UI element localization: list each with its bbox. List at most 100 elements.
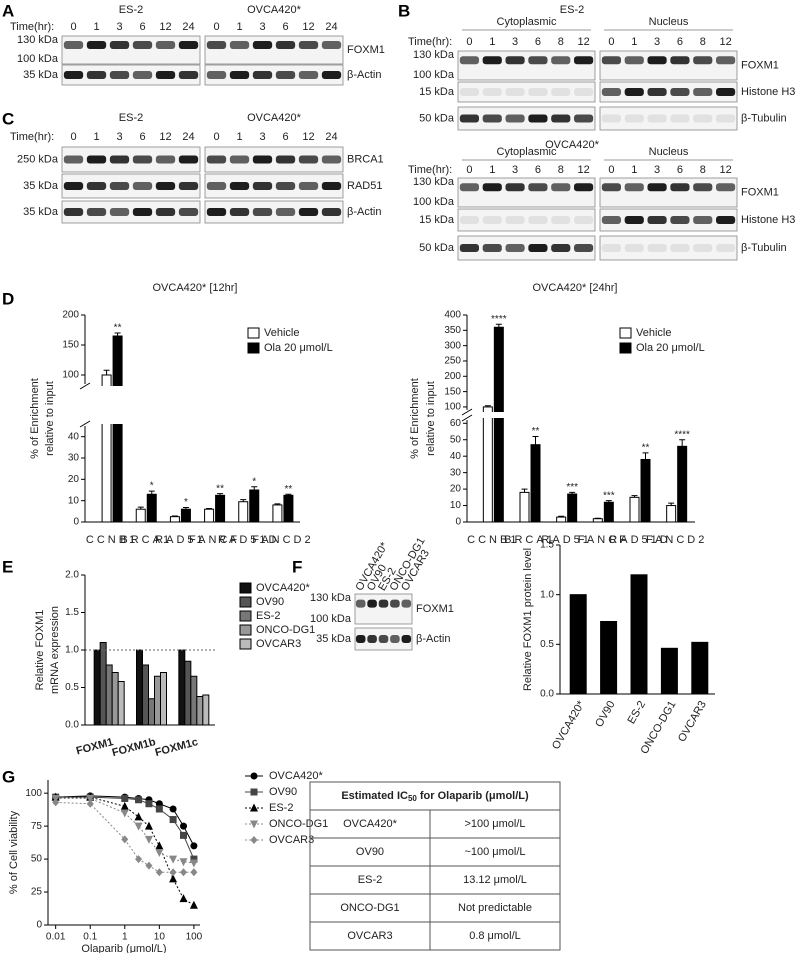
y-tick-label: 60: [450, 418, 462, 429]
lane-label: 24: [325, 131, 337, 143]
blot-band: [229, 71, 250, 79]
lane-label: 3: [512, 36, 518, 48]
blot-band: [551, 216, 571, 224]
blot-box: [457, 235, 596, 261]
y-tick-label: 100: [62, 370, 79, 381]
marker-label: 100 kDa: [310, 613, 352, 625]
y-tick-label: 20: [450, 484, 462, 495]
blot-band: [573, 56, 594, 65]
x-tick-label: 0.1: [83, 932, 97, 943]
bar: [196, 696, 204, 726]
data-point: [179, 858, 188, 867]
lane-label: 12: [719, 36, 731, 48]
blot-box: [61, 35, 201, 65]
blot-band: [482, 56, 502, 65]
y-tick-label: 400: [444, 310, 461, 321]
blot-band: [715, 183, 736, 192]
lane-label: 0: [70, 21, 76, 33]
y-tick-label: 0.5: [540, 639, 554, 650]
bar: [215, 494, 226, 523]
data-point: [169, 855, 178, 864]
error-bar: [484, 405, 491, 407]
data-point: [52, 798, 60, 807]
time-label: Time(hr):: [408, 36, 452, 48]
lane-label: 6: [535, 164, 541, 176]
blot-band: [252, 182, 273, 190]
chart-title: OVCA420* [24hr]: [533, 282, 618, 294]
lane-label: 6: [139, 131, 145, 143]
blot-box: [204, 146, 344, 173]
blot-box: [61, 146, 201, 173]
blot-band: [551, 56, 571, 65]
blot-box: [204, 35, 344, 65]
blot-band: [63, 40, 84, 49]
blot-band: [109, 155, 130, 164]
group-label: OVCA420*: [247, 4, 302, 16]
blot-box: [457, 50, 596, 81]
blot-band: [132, 155, 153, 164]
lane-label: 12: [159, 131, 171, 143]
blot-band: [551, 114, 571, 123]
blot-band: [63, 182, 84, 190]
error-bar: [206, 508, 213, 510]
group-label: Nucleus: [649, 16, 689, 28]
blot-band: [206, 71, 227, 79]
blot-band: [321, 40, 342, 49]
blot-band: [298, 155, 319, 164]
blot-band: [206, 155, 227, 164]
blot-band: [275, 208, 296, 216]
blot-band: [459, 183, 480, 192]
blot-box: [204, 200, 344, 224]
error-bar: [668, 502, 675, 506]
row-label: β-Actin: [347, 69, 381, 81]
legend-label: OVCA420*: [269, 770, 324, 782]
bar: [630, 574, 648, 695]
blot-band: [601, 114, 622, 123]
y-tick-label: 40: [68, 431, 80, 442]
blot-band: [390, 599, 400, 608]
blot-band: [63, 71, 84, 79]
lane-label: 12: [577, 164, 589, 176]
lane-label: 1: [236, 131, 242, 143]
blot-band: [551, 88, 571, 96]
x-tick-label: CCNB1: [467, 534, 519, 546]
blot-band: [155, 182, 176, 190]
blot-band: [528, 114, 548, 123]
blot-band: [601, 216, 622, 224]
bar: [493, 326, 504, 523]
bar: [142, 664, 149, 726]
blot-band: [528, 216, 548, 224]
blot-band: [670, 244, 690, 252]
time-label: Time(hr):: [408, 164, 452, 176]
y-tick-label: 250: [444, 356, 461, 367]
blot-band: [155, 71, 176, 79]
error-bar: [495, 323, 502, 328]
table-value: 13.12 μmol/L: [463, 874, 527, 886]
significance: **: [532, 426, 540, 437]
bar: [148, 698, 155, 726]
legend-label: OVCAR3: [256, 638, 301, 650]
blot-box: [61, 173, 201, 199]
panel-label: G: [2, 767, 15, 786]
table-value: >100 μmol/L: [464, 818, 525, 830]
blot-band: [715, 88, 736, 96]
blot-band: [715, 244, 736, 252]
legend-marker: [250, 836, 258, 844]
table-value: ~100 μmol/L: [464, 846, 525, 858]
lane-label: 24: [182, 131, 194, 143]
blot-band: [505, 88, 525, 96]
bar: [238, 501, 249, 523]
lane-label: 0: [466, 36, 472, 48]
blot-box: [354, 593, 413, 625]
blot-band: [528, 244, 548, 252]
bar: [283, 494, 294, 523]
blot-band: [693, 244, 713, 252]
blot-band: [298, 40, 319, 49]
y-tick-label: 0: [73, 517, 79, 528]
x-tick-label: 1: [122, 932, 128, 943]
legend-marker: [250, 772, 258, 780]
y-axis-label: Relative FOXM1 protein level: [522, 548, 534, 691]
y-axis-label: relative to input: [425, 381, 437, 456]
bar: [640, 458, 651, 523]
